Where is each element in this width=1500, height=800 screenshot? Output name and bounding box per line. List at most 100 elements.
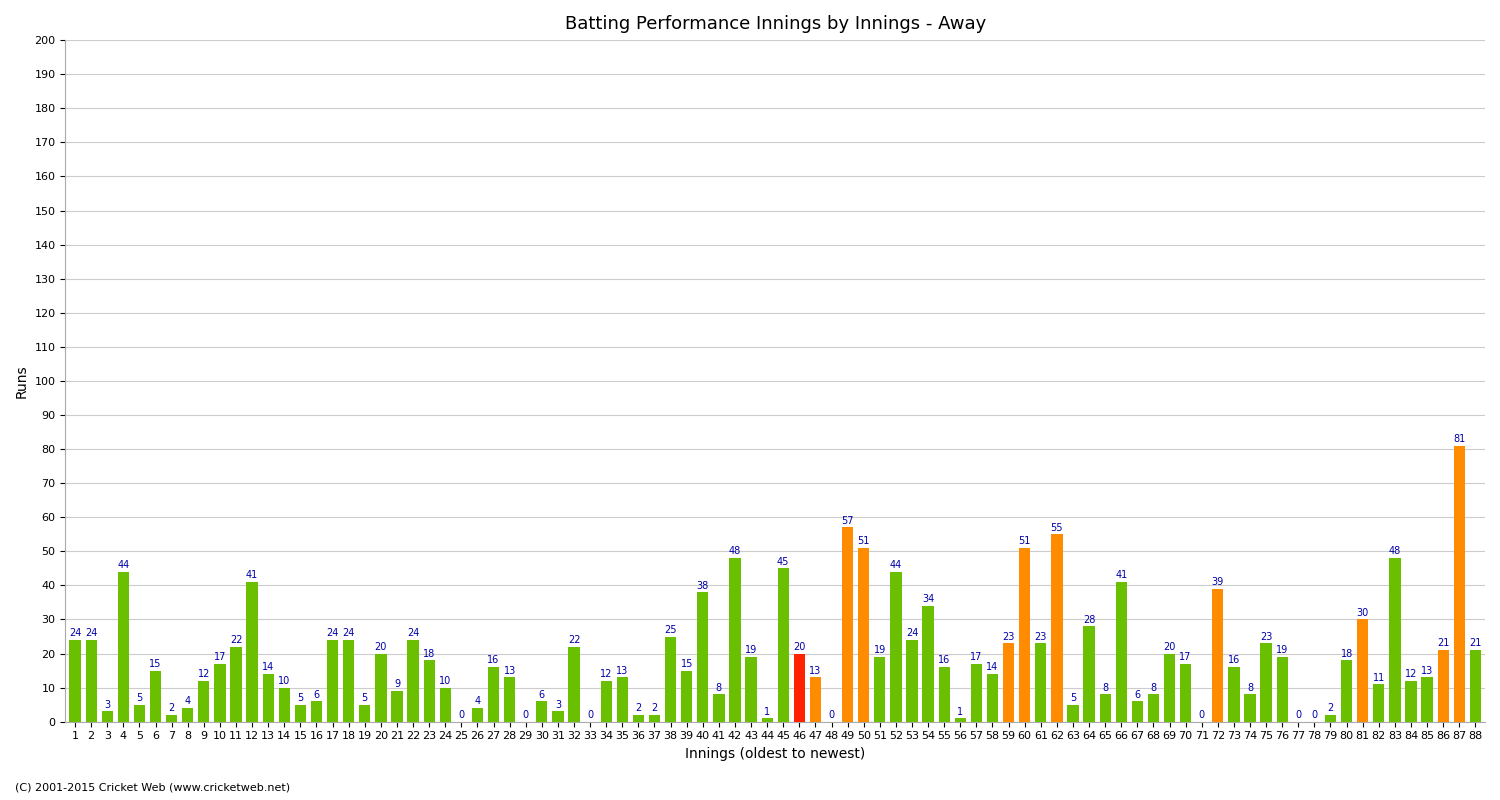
Bar [488, 667, 500, 722]
Bar [1341, 660, 1352, 722]
Bar [134, 705, 146, 722]
Bar [344, 640, 354, 722]
Text: 51: 51 [1019, 536, 1031, 546]
Bar [842, 527, 854, 722]
Text: 9: 9 [394, 679, 400, 690]
Text: 20: 20 [794, 642, 806, 652]
Text: 14: 14 [262, 662, 274, 672]
Bar [296, 705, 306, 722]
Bar [1148, 694, 1160, 722]
Text: 28: 28 [1083, 614, 1095, 625]
Bar [650, 715, 660, 722]
Bar [1228, 667, 1239, 722]
Bar [810, 678, 820, 722]
Bar [1180, 664, 1191, 722]
Text: 22: 22 [568, 635, 580, 645]
Text: 3: 3 [555, 700, 561, 710]
Bar [906, 640, 918, 722]
Text: 0: 0 [459, 710, 465, 720]
Bar [536, 702, 548, 722]
Text: 18: 18 [1341, 649, 1353, 658]
Text: 3: 3 [104, 700, 111, 710]
Text: 2: 2 [1328, 703, 1334, 714]
Bar [970, 664, 982, 722]
Bar [939, 667, 950, 722]
Text: 5: 5 [1070, 693, 1076, 703]
Bar [69, 640, 81, 722]
Text: 6: 6 [314, 690, 320, 699]
Text: 24: 24 [327, 628, 339, 638]
Text: 21: 21 [1468, 638, 1482, 649]
Text: 30: 30 [1356, 608, 1370, 618]
Bar [712, 694, 724, 722]
Text: 8: 8 [1102, 682, 1108, 693]
Text: 13: 13 [810, 666, 822, 676]
Bar [552, 711, 564, 722]
Bar [150, 670, 160, 722]
Text: 13: 13 [616, 666, 628, 676]
Text: 41: 41 [246, 570, 258, 580]
Text: 41: 41 [1114, 570, 1128, 580]
Bar [1470, 650, 1480, 722]
Bar [681, 670, 693, 722]
Text: 17: 17 [970, 652, 982, 662]
Text: 8: 8 [716, 682, 722, 693]
Bar [117, 572, 129, 722]
Bar [392, 691, 402, 722]
Bar [874, 657, 885, 722]
Bar [1324, 715, 1336, 722]
Text: 10: 10 [440, 676, 452, 686]
Bar [1437, 650, 1449, 722]
Text: 20: 20 [375, 642, 387, 652]
Bar [472, 708, 483, 722]
Bar [262, 674, 274, 722]
Text: 15: 15 [150, 659, 162, 669]
Text: 5: 5 [136, 693, 142, 703]
Text: 0: 0 [1294, 710, 1302, 720]
Text: 15: 15 [681, 659, 693, 669]
Bar [1212, 589, 1224, 722]
Bar [102, 711, 112, 722]
Text: 81: 81 [1454, 434, 1466, 444]
Text: 48: 48 [1389, 546, 1401, 557]
Bar [198, 681, 210, 722]
Text: 25: 25 [664, 625, 676, 635]
Text: 45: 45 [777, 557, 789, 566]
Bar [327, 640, 338, 722]
Bar [440, 688, 452, 722]
Text: 16: 16 [488, 655, 500, 666]
Text: 17: 17 [213, 652, 226, 662]
Bar [1245, 694, 1256, 722]
Text: 23: 23 [1035, 632, 1047, 642]
Bar [954, 718, 966, 722]
Text: 19: 19 [873, 646, 886, 655]
Text: 20: 20 [1164, 642, 1176, 652]
Text: 55: 55 [1050, 522, 1064, 533]
Bar [664, 637, 676, 722]
Bar [1019, 548, 1031, 722]
Text: 44: 44 [890, 560, 902, 570]
Bar [1406, 681, 1416, 722]
Text: 21: 21 [1437, 638, 1449, 649]
Text: 0: 0 [1198, 710, 1204, 720]
Bar [616, 678, 628, 722]
Text: 2: 2 [168, 703, 176, 714]
Bar [1454, 446, 1466, 722]
Text: 24: 24 [906, 628, 918, 638]
Title: Batting Performance Innings by Innings - Away: Batting Performance Innings by Innings -… [564, 15, 986, 33]
Bar [86, 640, 98, 722]
Text: 13: 13 [504, 666, 516, 676]
Bar [1083, 626, 1095, 722]
Bar [231, 646, 242, 722]
Bar [1100, 694, 1112, 722]
Text: 39: 39 [1212, 577, 1224, 587]
Bar [600, 681, 612, 722]
Bar [762, 718, 772, 722]
Bar [423, 660, 435, 722]
Bar [1116, 582, 1126, 722]
Text: 17: 17 [1179, 652, 1192, 662]
Bar [746, 657, 756, 722]
Text: 0: 0 [522, 710, 530, 720]
Text: 0: 0 [828, 710, 834, 720]
Bar [1422, 678, 1432, 722]
